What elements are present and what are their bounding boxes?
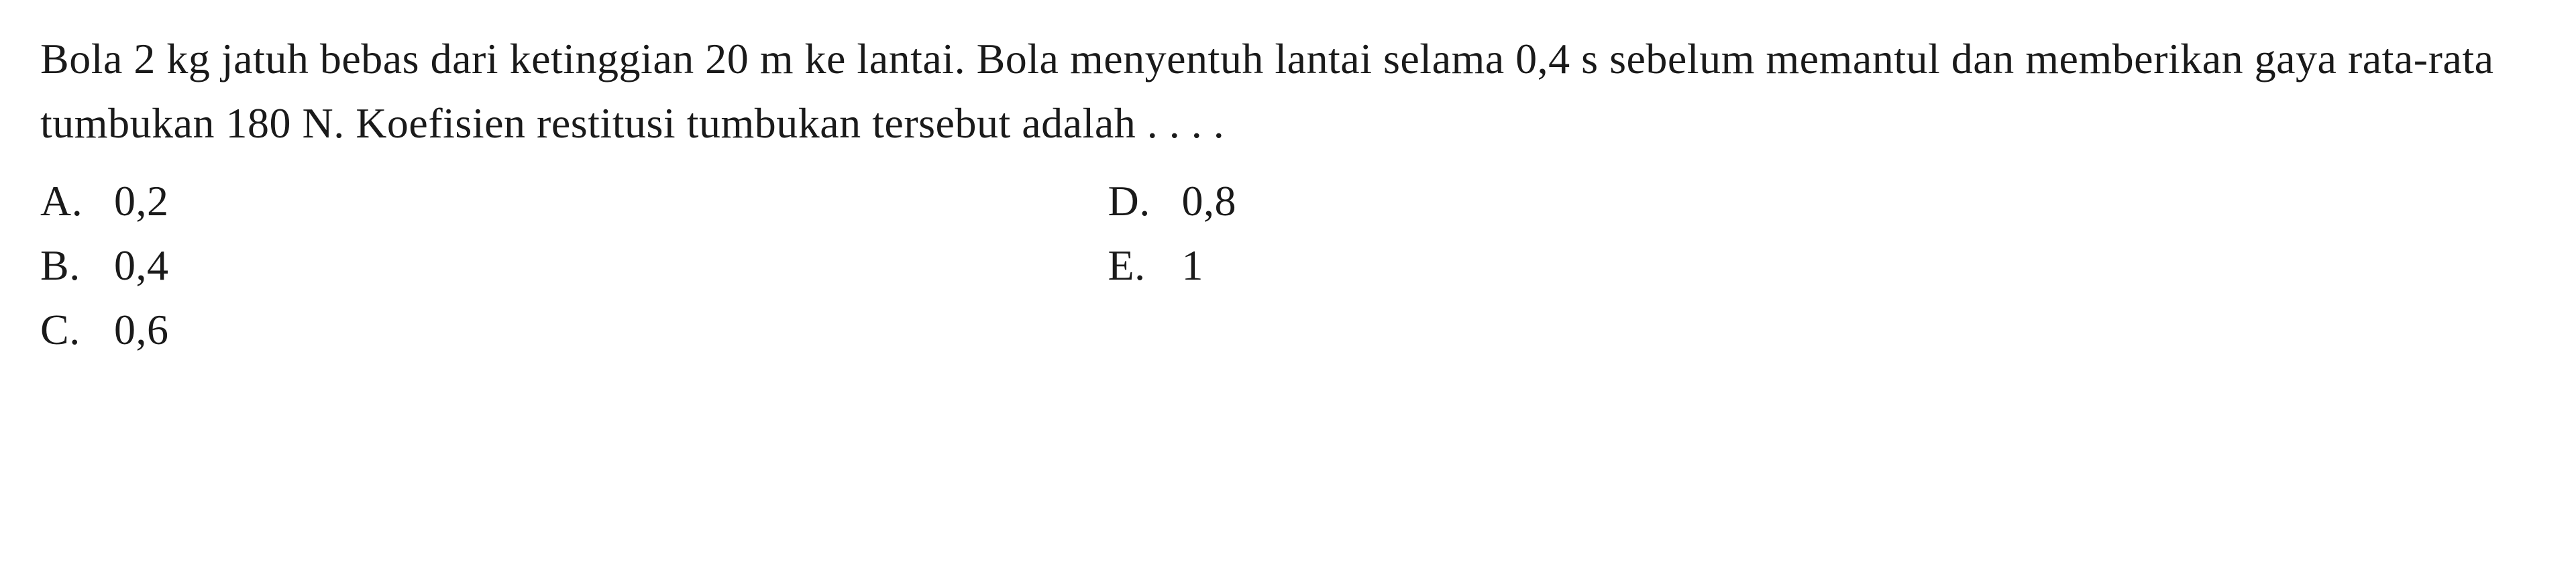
options-left-column: A. 0,2 B. 0,4 C. 0,6 [40,169,169,362]
option-letter: D. [1108,169,1182,233]
option-letter: B. [40,233,114,298]
option-c: C. 0,6 [40,298,169,362]
option-value: 0,6 [114,298,169,362]
options-right-column: D. 0,8 E. 1 [1108,169,1237,362]
question-text: Bola 2 kg jatuh bebas dari ketinggian 20… [40,27,2536,156]
option-d: D. 0,8 [1108,169,1237,233]
option-a: A. 0,2 [40,169,169,233]
option-letter: A. [40,169,114,233]
option-value: 1 [1182,233,1204,298]
option-value: 0,8 [1182,169,1237,233]
option-b: B. 0,4 [40,233,169,298]
option-value: 0,2 [114,169,169,233]
option-letter: C. [40,298,114,362]
options-container: A. 0,2 B. 0,4 C. 0,6 D. 0,8 E. 1 [40,169,2536,362]
option-e: E. 1 [1108,233,1237,298]
option-letter: E. [1108,233,1182,298]
option-value: 0,4 [114,233,169,298]
